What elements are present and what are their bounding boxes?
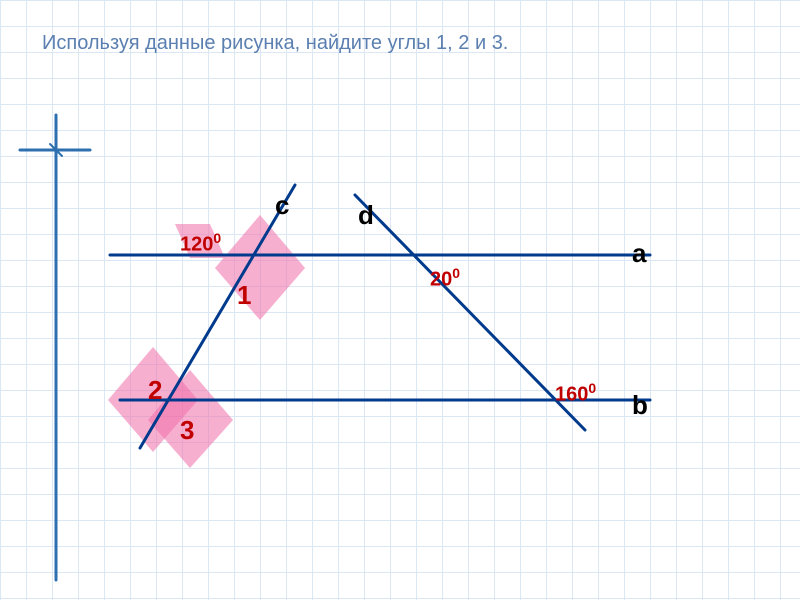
label-deg20: 200	[430, 265, 460, 292]
label-d: d	[358, 200, 374, 231]
diagram-svg	[0, 0, 800, 600]
label-angle3: 3	[180, 415, 194, 446]
label-angle2: 2	[148, 375, 162, 406]
label-deg160: 1600	[555, 380, 596, 407]
label-c: c	[275, 190, 289, 221]
slide: Используя данные рисунка, найдите углы 1…	[0, 0, 800, 600]
label-deg120: 1200	[180, 230, 221, 257]
label-angle1: 1	[237, 280, 251, 311]
label-a: a	[632, 238, 646, 269]
label-b: b	[632, 390, 648, 421]
